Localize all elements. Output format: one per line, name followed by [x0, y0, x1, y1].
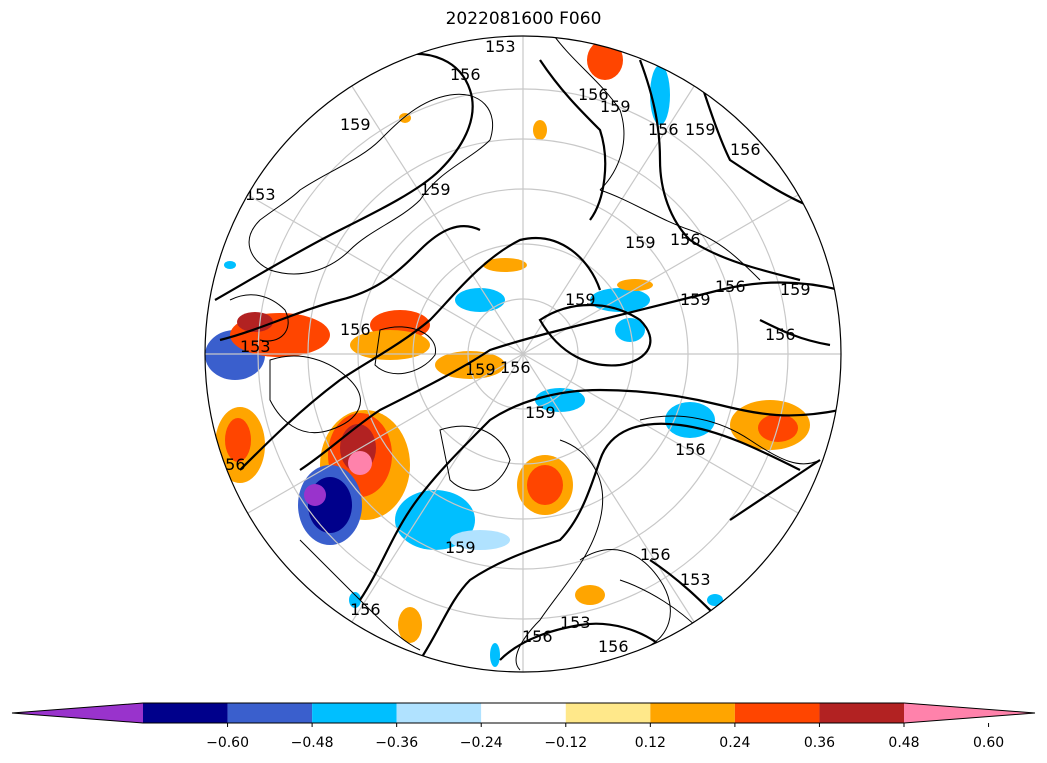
colorbar-segment — [396, 703, 482, 723]
contour-label: 156 — [675, 440, 706, 459]
colorbar-segment — [312, 703, 397, 723]
contour-label: 156 — [640, 545, 671, 564]
colorbar-segment — [734, 703, 820, 723]
colorbar-tick-label: 0.12 — [634, 735, 666, 751]
contour-label: 159 — [625, 233, 656, 252]
contour-label: 159 — [780, 280, 811, 299]
colorbar-tick-label: −0.12 — [544, 735, 588, 751]
contour-label: 156 — [500, 358, 531, 377]
contour-label: 156 — [522, 627, 553, 646]
colorbar-extend-high — [904, 703, 1035, 723]
colorbar-segment — [565, 703, 651, 723]
contour-label: 156 — [598, 637, 629, 656]
contour-label: 156 — [340, 320, 371, 339]
contour-label: 156 — [215, 455, 246, 474]
contour-label: 159 — [420, 180, 451, 199]
colorbar-tick-label: −0.24 — [459, 735, 503, 751]
map-disk: 153 156 159 153 159 156 159 156 159 156 … — [205, 36, 841, 672]
colorbar-extend-low — [12, 703, 143, 723]
colorbar-tick-label: 0.36 — [803, 735, 836, 751]
contour-label: 156 — [578, 85, 609, 104]
colorbar-segment — [227, 703, 313, 723]
colorbar-segment — [481, 703, 566, 723]
contour-label: 156 — [765, 325, 796, 344]
contour-label: 159 — [525, 403, 556, 422]
colorbar-segment — [143, 703, 228, 723]
contour-label: 153 — [240, 337, 271, 356]
graticule — [205, 36, 841, 672]
contour-label: 153 — [245, 185, 276, 204]
contour-label: 159 — [565, 290, 596, 309]
contour-label: 156 — [450, 65, 481, 84]
contour-label: 159 — [600, 97, 631, 116]
colorbar-tick-label: 0.60 — [972, 735, 1005, 751]
contour-label: 159 — [445, 538, 476, 557]
contour-label: 159 — [680, 290, 711, 309]
colorbar-segment — [650, 703, 735, 723]
contour-label: 156 — [670, 230, 701, 249]
colorbar-tick-label: −0.36 — [375, 735, 419, 751]
colorbar — [11, 702, 1036, 727]
contour-label: 159 — [465, 360, 496, 379]
contour-label: 159 — [340, 115, 371, 134]
map-title: 2022081600 F060 — [445, 9, 602, 29]
contour-label: 156 — [730, 140, 761, 159]
contour-labels: 153 156 159 153 159 156 159 156 159 156 … — [215, 37, 811, 656]
map-boundary — [204, 35, 842, 673]
contour-label: 156 — [648, 120, 679, 139]
contour-label: 153 — [560, 613, 591, 632]
contour-label: 153 — [680, 570, 711, 589]
contour-label: 156 — [350, 600, 381, 619]
colorbar-tick-label: −0.48 — [290, 735, 334, 751]
contour-label: 156 — [715, 277, 746, 296]
colorbar-segment — [819, 703, 904, 723]
colorbar-tick-label: 0.24 — [719, 735, 751, 751]
colorbar-tick-label: 0.48 — [888, 735, 920, 751]
contour-label: 159 — [685, 120, 716, 139]
colorbar-tick-label: −0.60 — [206, 735, 249, 751]
colorbar-outline — [11, 702, 1036, 724]
contour-label: 153 — [485, 37, 516, 56]
